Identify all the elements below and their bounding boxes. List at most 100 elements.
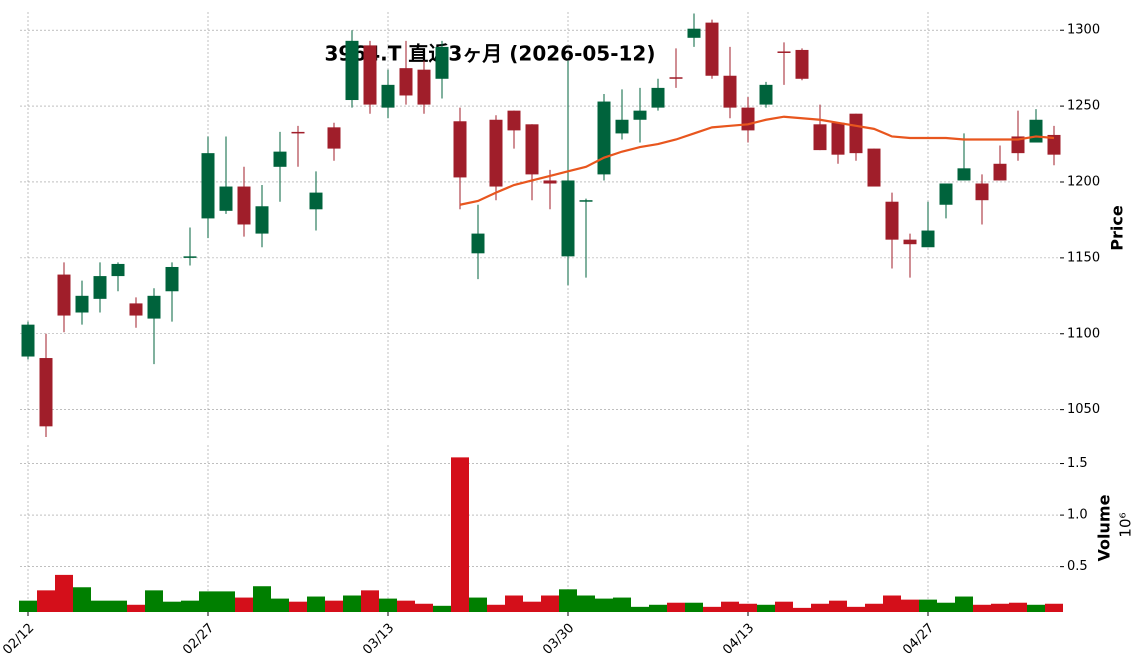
candle-body: [363, 45, 377, 105]
candle-body: [165, 266, 179, 292]
volume-bar: [271, 598, 289, 612]
volume-bar: [199, 591, 217, 612]
y-tick-label: 1050: [1067, 402, 1100, 417]
volume-bar: [253, 586, 271, 612]
volume-bar: [559, 589, 577, 612]
x-tick-label: 03/13: [360, 621, 397, 658]
volume-bar: [37, 590, 55, 612]
candle-body: [705, 22, 719, 76]
volume-bar: [109, 600, 127, 612]
y-tick-label: 1100: [1067, 326, 1100, 341]
volume-exponent: 10⁶: [1117, 512, 1135, 537]
volume-bar: [289, 601, 307, 612]
volume-bar: [163, 601, 181, 612]
volume-bar: [505, 595, 523, 612]
candle-body: [453, 121, 467, 178]
volume-bar: [703, 606, 721, 612]
volume-bar: [811, 603, 829, 612]
volume-bar: [667, 602, 685, 612]
volume-bar: [1045, 603, 1063, 612]
volume-bar: [595, 598, 613, 612]
candle-body: [291, 131, 305, 134]
volume-tick-label: 1.0: [1067, 508, 1088, 523]
candle-body: [867, 148, 881, 187]
candle-body: [903, 239, 917, 245]
candle-body: [885, 201, 899, 240]
candle-body: [129, 303, 143, 316]
volume-bar: [487, 604, 505, 612]
volume-bar: [955, 596, 973, 612]
candle-body: [273, 151, 287, 167]
candle-body: [417, 69, 431, 105]
candle-body: [111, 263, 125, 277]
x-tick-label: 04/27: [900, 621, 937, 658]
volume-bar: [523, 601, 541, 612]
volume-bar: [829, 600, 847, 612]
y-tick-label: 1200: [1067, 174, 1100, 189]
volume-bar: [883, 595, 901, 612]
candle-body: [381, 84, 395, 108]
candle-body: [669, 77, 683, 79]
candle-body: [345, 40, 359, 101]
candle-body: [849, 113, 863, 154]
volume-bar: [649, 604, 667, 612]
volume-bar: [217, 591, 235, 612]
candle-body: [75, 295, 89, 313]
candle-body: [309, 192, 323, 210]
volume-bar: [307, 596, 325, 612]
candle-body: [93, 276, 107, 299]
candle-body: [723, 75, 737, 108]
volume-bar: [685, 602, 703, 612]
volume-bar: [361, 590, 379, 612]
volume-bar: [127, 604, 145, 612]
candle-body: [939, 183, 953, 205]
candle-body: [957, 168, 971, 181]
candle-body: [993, 163, 1007, 181]
candle-body: [219, 186, 233, 211]
x-tick-label: 02/12: [0, 621, 37, 658]
candle-body: [597, 101, 611, 175]
volume-bar: [937, 602, 955, 612]
volume-bar: [73, 587, 91, 612]
candle-body: [201, 153, 215, 219]
volume-axis-label: Volume: [1095, 494, 1114, 561]
volume-bar: [397, 600, 415, 612]
x-tick-label: 03/30: [540, 621, 577, 658]
volume-tick-label: 0.5: [1067, 559, 1088, 574]
volume-bar: [919, 599, 937, 612]
y-axis-label: Price: [1108, 205, 1127, 251]
candle-body: [543, 180, 557, 184]
candle-body: [435, 46, 449, 79]
candle-body: [21, 324, 35, 357]
y-tick-label: 1300: [1067, 23, 1100, 38]
moving-average-line: [459, 115, 1055, 206]
volume-bar: [901, 599, 919, 612]
volume-bar: [433, 605, 451, 612]
volume-bar: [415, 603, 433, 612]
y-tick-label: 1250: [1067, 99, 1100, 114]
candle-body: [579, 200, 593, 202]
volume-bar: [325, 600, 343, 612]
volume-bar: [847, 606, 865, 612]
volume-bar: [1027, 604, 1045, 612]
volume-bar: [613, 597, 631, 612]
candle-body: [507, 110, 521, 131]
candle-body: [1047, 134, 1061, 155]
candle-body: [975, 183, 989, 201]
volume-bar: [379, 598, 397, 612]
candle-body: [39, 358, 53, 427]
volume-bar: [451, 457, 469, 612]
candle-body: [777, 51, 791, 53]
candle-body: [633, 110, 647, 120]
volume-bar: [631, 606, 649, 612]
candle-body: [147, 295, 161, 319]
volume-bar: [775, 601, 793, 612]
candle-body: [399, 68, 413, 96]
candle-body: [831, 122, 845, 155]
volume-bar: [145, 590, 163, 612]
candle-body: [687, 28, 701, 38]
candle-body: [561, 180, 575, 257]
candle-body: [1011, 136, 1025, 154]
candle-body: [327, 127, 341, 149]
